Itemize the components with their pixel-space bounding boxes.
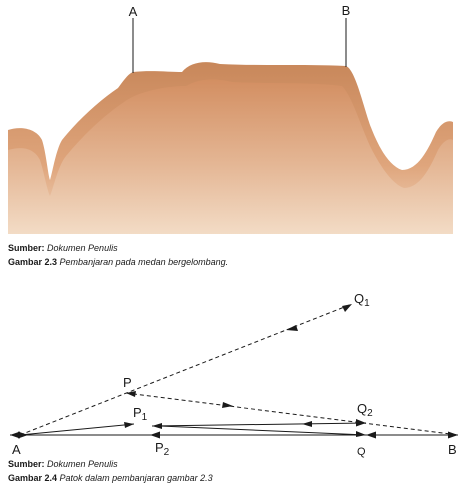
arrow-at-q-solid [356,431,366,437]
caption-text: Pembanjaran pada medan bergelombang. [59,257,229,267]
marker-b-label: B [342,3,351,18]
arrow-at-p [126,391,136,397]
arrow-at-q [366,431,376,439]
figure1-caption: Gambar 2.3 Pembanjaran pada medan bergel… [8,257,228,268]
terrain-figure: A B [8,3,453,234]
line-p-b [125,392,459,436]
point-q2-label: Q2 [357,401,373,419]
arrow-at-a [10,431,20,439]
line-a-p1 [19,423,135,436]
point-a-label: A [12,442,21,457]
arrow-at-p1 [124,422,134,428]
caption-label: Gambar 2.3 [8,257,58,267]
point-p1-label: P1 [133,405,148,423]
arrow-mid-pb [222,402,233,408]
source-text: Dokumen Penulis [47,243,118,253]
arrow-mid-q1 [286,325,298,331]
terrain-inner-band [8,79,453,234]
arrow-at-q2 [356,420,366,427]
point-p2-label: P2 [155,440,170,458]
point-b-label: B [448,442,457,457]
arrow-mid-p1q2 [302,421,312,427]
line-a-q1 [19,303,353,436]
arrow-q1-end [342,304,352,312]
figure1-source: Sumber: Dokumen Penulis [8,243,118,254]
source-text-2: Dokumen Penulis [47,459,118,469]
staking-diagram: A B Q P P1 P2 Q1 Q2 [10,291,459,458]
marker-a-label: A [129,4,138,19]
arrow-at-b [448,431,458,439]
line-p1-q2 [151,422,367,427]
caption-label-2: Gambar 2.4 [8,473,58,483]
figure2-caption: Gambar 2.4 Patok dalam pembanjaran gamba… [8,473,213,484]
line-p1-q [159,425,367,436]
source-label: Sumber: [8,243,45,253]
point-q-label: Q [357,446,366,458]
point-p-label: P [123,375,132,390]
caption-text-2: Patok dalam pembanjaran gambar 2.3 [59,473,213,483]
source-label-2: Sumber: [8,459,45,469]
point-q1-label: Q1 [354,291,370,309]
figure2-source: Sumber: Dokumen Penulis [8,459,118,470]
arrow-from-p1 [152,423,162,429]
arrow-at-p2 [150,431,160,439]
